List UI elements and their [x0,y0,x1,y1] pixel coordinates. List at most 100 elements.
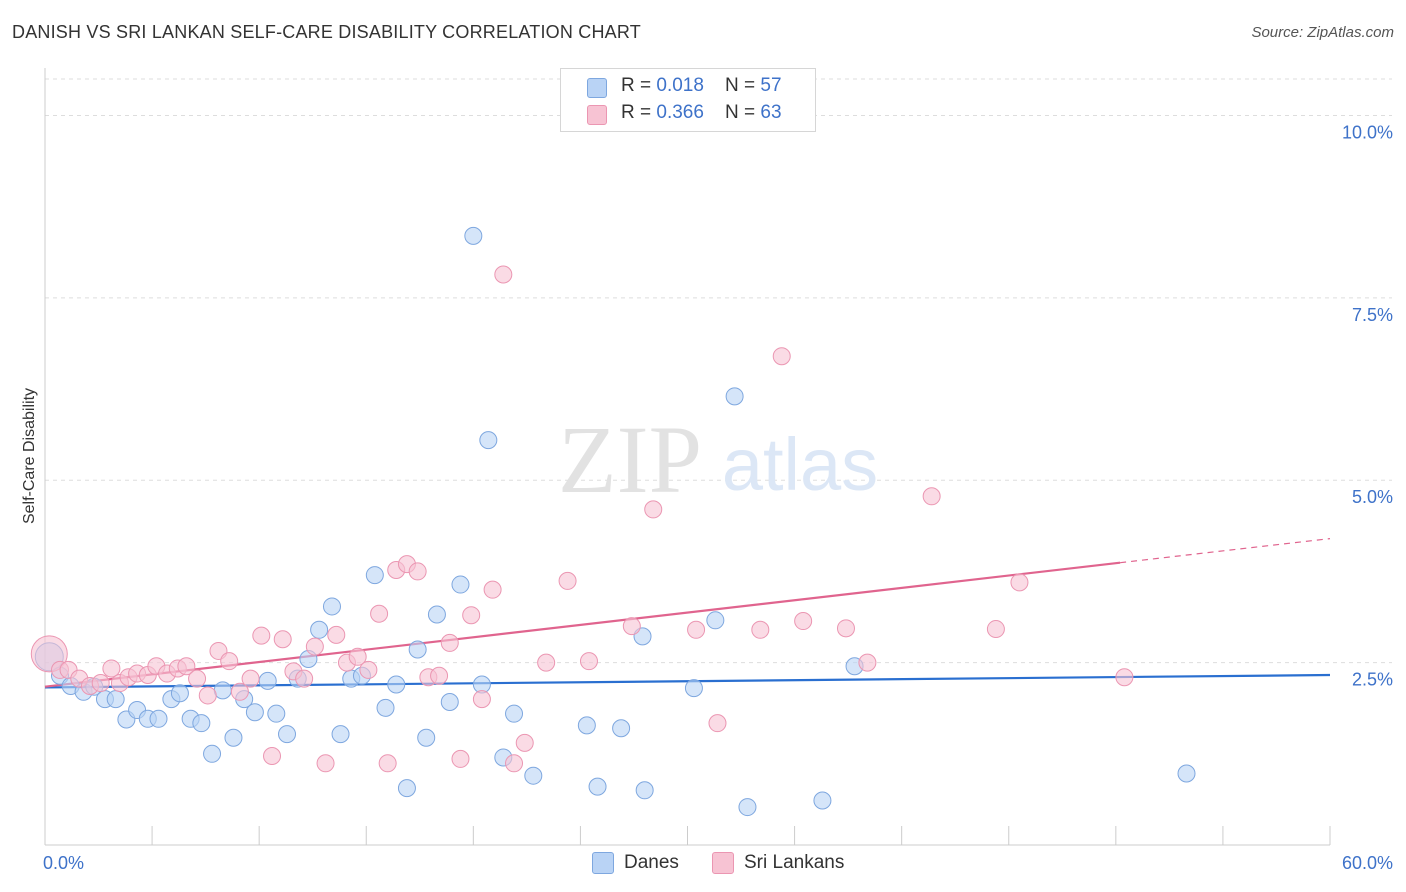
srilankans-point [505,754,524,773]
x-tick-label: 60.0% [1342,853,1393,873]
danes-point [224,728,243,747]
danes-point [588,777,607,796]
srilankans-point [537,653,556,672]
legend-n-label: N = [725,75,761,96]
danes-point [170,684,189,703]
y-tick-labels: 2.5% 5.0% 7.5% 10.0% [1342,122,1393,689]
axes [44,68,1331,846]
srilankans-point [91,674,110,693]
srilankans-point [348,647,367,666]
srilankans-point [708,714,727,733]
danes-point [322,597,341,616]
watermark-atlas: atlas [722,423,878,506]
watermark-zip: ZIP [558,406,702,513]
srilankans-point [378,754,397,773]
srilankans-point [305,637,324,656]
srilankans-point [836,619,855,638]
srilankans-point [772,347,791,366]
srilankans-point [751,620,770,639]
correlation-legend: R = 0.018 N = 57 R = 0.366 N = 63 [560,68,816,132]
srilankans-point [1115,668,1134,687]
danes-point [267,704,286,723]
srilankans-point [687,620,706,639]
danes-point [149,709,168,728]
danes-point [365,566,384,585]
srilankans-point [462,606,481,625]
trend-lines [44,538,1331,689]
srilankans-point [263,746,282,765]
danes-point [505,704,524,723]
srilankans-point [558,571,577,590]
danes-point [464,226,483,245]
danes-point [310,620,329,639]
srilankans-legend-swatch [712,852,734,874]
danes-point [427,605,446,624]
danes-point [278,725,297,744]
y-tick-label: 10.0% [1342,122,1393,142]
danes-point [440,693,459,712]
srilankans-points [30,265,1134,773]
srilankans-n-value: 63 [760,102,782,123]
srilankans-point [494,265,513,284]
srilankans-point [440,633,459,652]
srilankans-point [327,625,346,644]
y-tick-label: 5.0% [1352,487,1393,507]
danes-point [738,798,757,817]
danes-point [397,779,416,798]
srilankans-trend-line [44,561,1121,688]
srilankans-point [359,660,378,679]
danes-point [635,781,654,800]
srilankans-point [220,652,239,671]
srilankans-point [370,604,389,623]
danes-point [203,744,222,763]
srilankans-point [858,653,877,672]
danes-point [331,725,350,744]
srilankans-point [241,669,260,688]
srilankans-point [188,669,207,688]
srilankans-point [430,666,449,685]
x-tick-label: 0.0% [43,853,84,873]
srilankans-point [579,652,598,671]
danes-point [725,387,744,406]
danes-point [1177,764,1196,783]
srilankans-point [451,749,470,768]
danes-point [387,675,406,694]
srilankans-r-value: 0.366 [656,102,704,123]
danes-point [524,766,543,785]
danes-point [106,690,125,709]
danes-point [408,640,427,659]
danes-point [376,698,395,717]
srilankans-point [230,682,249,701]
danes-point [245,703,264,722]
srilankans-point [198,686,217,705]
srilankans-point [483,580,502,599]
danes-point [213,681,232,700]
danes-point [813,791,832,810]
chart-title: DANISH VS SRI LANKAN SELF-CARE DISABILIT… [12,22,641,42]
danes-swatch [587,78,607,98]
danes-point [192,714,211,733]
srilankans-swatch [587,105,607,125]
danes-point [258,671,277,690]
gridlines [45,78,1392,664]
x-tick-labels: 0.0% 60.0% [43,853,1393,873]
srilankans-point [515,733,534,752]
srilankans-trend-extension [1120,538,1331,564]
srilankans-point [644,500,663,519]
srilankans-point [794,612,813,631]
y-tick-label: 2.5% [1352,670,1393,690]
srilankans-point [408,562,427,581]
danes-point [577,716,596,735]
danes-point [684,679,703,698]
srilankans-point [472,690,491,709]
srilankans-point [922,487,941,506]
srilankans-point [102,659,121,678]
danes-point [706,611,725,630]
danes-r-value: 0.018 [656,75,704,96]
danes-n-value: 57 [760,75,782,96]
y-tick-label: 7.5% [1352,305,1393,325]
danes-point [451,575,470,594]
srilankans-point [986,620,1005,639]
srilankans-point [177,657,196,676]
source-label: Source: ZipAtlas.com [1251,24,1394,41]
